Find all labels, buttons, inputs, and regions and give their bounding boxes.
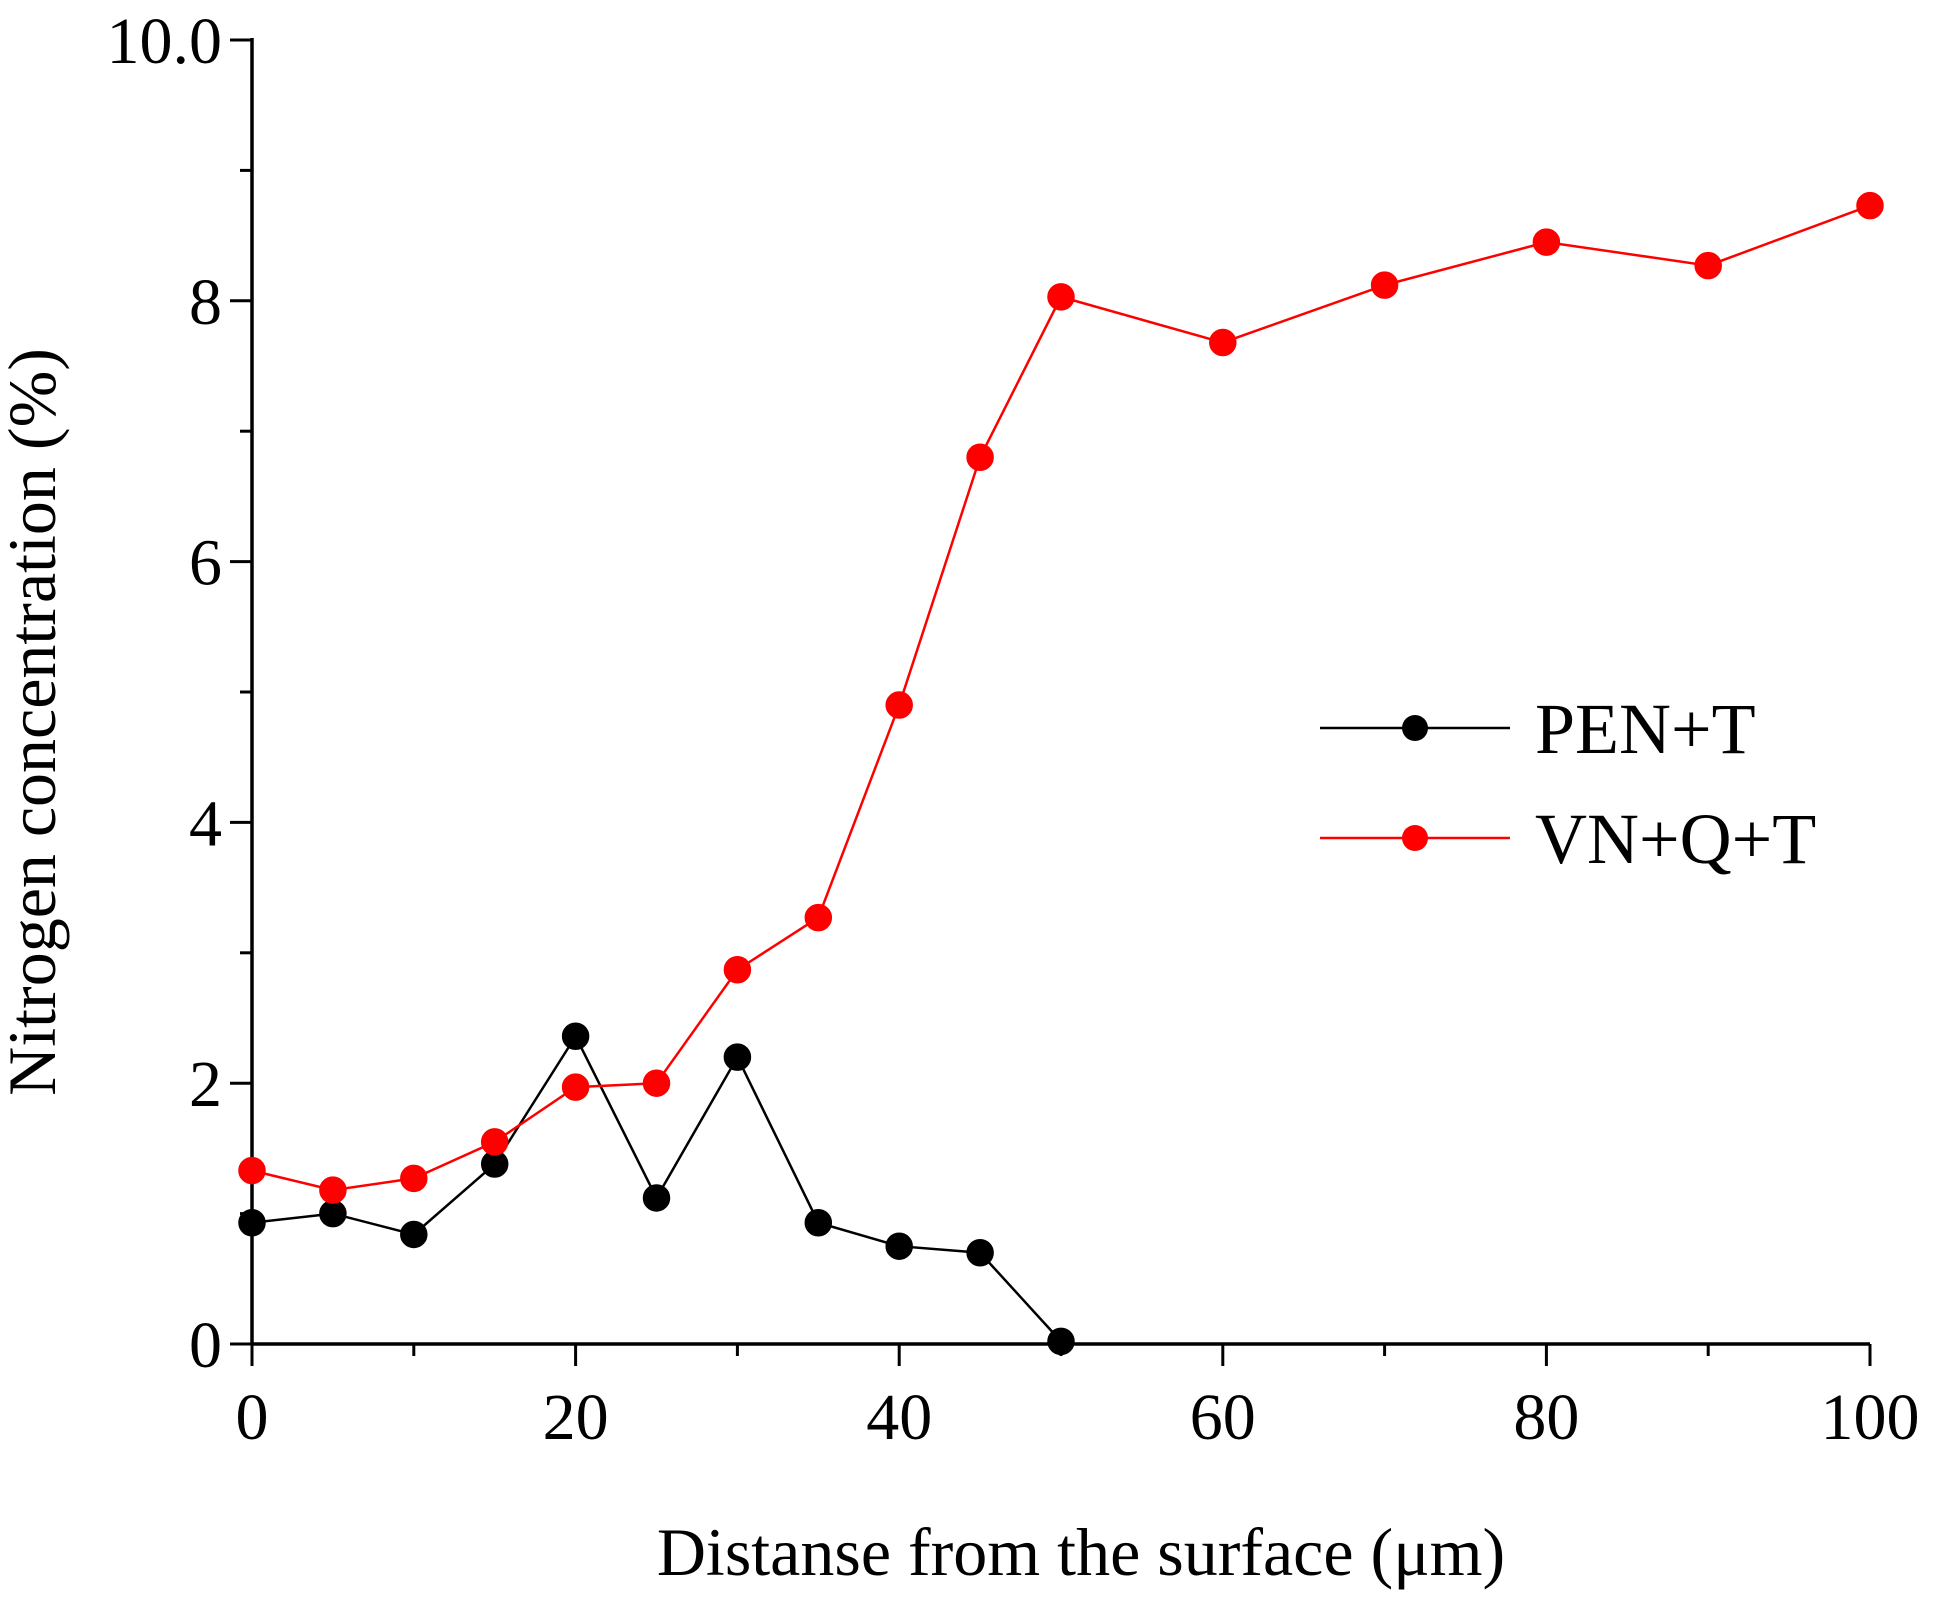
legend-label: VN+Q+T bbox=[1535, 799, 1816, 879]
legend-marker bbox=[1402, 715, 1428, 741]
series-line bbox=[251, 204, 1871, 1192]
x-tick-label: 40 bbox=[866, 1381, 932, 1454]
data-point bbox=[319, 1199, 347, 1228]
series-pen-t bbox=[238, 1022, 1075, 1356]
data-point bbox=[723, 956, 752, 984]
series-layer bbox=[238, 191, 1884, 1356]
x-tick-label: 0 bbox=[236, 1381, 269, 1454]
legend: PEN+T VN+Q+T bbox=[1320, 689, 1816, 879]
data-point bbox=[804, 903, 833, 932]
data-point bbox=[966, 1238, 994, 1267]
x-tick-label: 60 bbox=[1190, 1381, 1256, 1454]
legend-entry: VN+Q+T bbox=[1320, 799, 1816, 879]
y-tick-label: 8 bbox=[189, 266, 222, 339]
y-tick-label: 0 bbox=[189, 1309, 222, 1382]
data-point bbox=[400, 1220, 428, 1249]
data-point bbox=[319, 1176, 347, 1204]
legend-label: PEN+T bbox=[1535, 689, 1756, 769]
series-vn-q-t bbox=[238, 191, 1884, 1204]
data-point bbox=[1856, 191, 1884, 220]
data-point bbox=[723, 1043, 752, 1071]
data-point bbox=[400, 1164, 428, 1193]
data-point bbox=[238, 1156, 266, 1185]
data-point bbox=[1209, 328, 1237, 357]
legend-entry: PEN+T bbox=[1320, 689, 1756, 769]
x-axis-title: Distanse from the surface (μm) bbox=[657, 1514, 1505, 1590]
x-tick-label: 20 bbox=[543, 1381, 609, 1454]
data-point bbox=[480, 1128, 509, 1156]
data-point bbox=[561, 1073, 590, 1101]
data-point bbox=[1694, 251, 1722, 280]
data-point bbox=[561, 1022, 590, 1051]
y-tick-label: 4 bbox=[189, 787, 222, 860]
x-tick-label: 100 bbox=[1821, 1381, 1920, 1454]
y-axis-title: Nitrogen concentration (%) bbox=[0, 348, 70, 1096]
data-point bbox=[1370, 271, 1399, 299]
x-tick-label: 80 bbox=[1513, 1381, 1579, 1454]
data-point bbox=[1532, 228, 1561, 256]
y-tick-label: 10.0 bbox=[107, 5, 223, 78]
y-tick-label: 2 bbox=[189, 1048, 222, 1121]
data-point bbox=[1047, 1327, 1075, 1356]
data-point bbox=[238, 1208, 266, 1237]
data-point bbox=[804, 1208, 833, 1237]
ticks: 0 20 40 60 80 100 0 2 4 6 8 10.0 bbox=[107, 5, 1920, 1454]
data-point bbox=[966, 443, 994, 472]
y-tick-label: 6 bbox=[189, 527, 222, 600]
data-point bbox=[885, 1232, 913, 1260]
data-point bbox=[642, 1069, 671, 1097]
data-point bbox=[885, 691, 913, 719]
legend-marker bbox=[1402, 825, 1428, 851]
data-point bbox=[642, 1184, 671, 1212]
data-point bbox=[1047, 283, 1075, 311]
